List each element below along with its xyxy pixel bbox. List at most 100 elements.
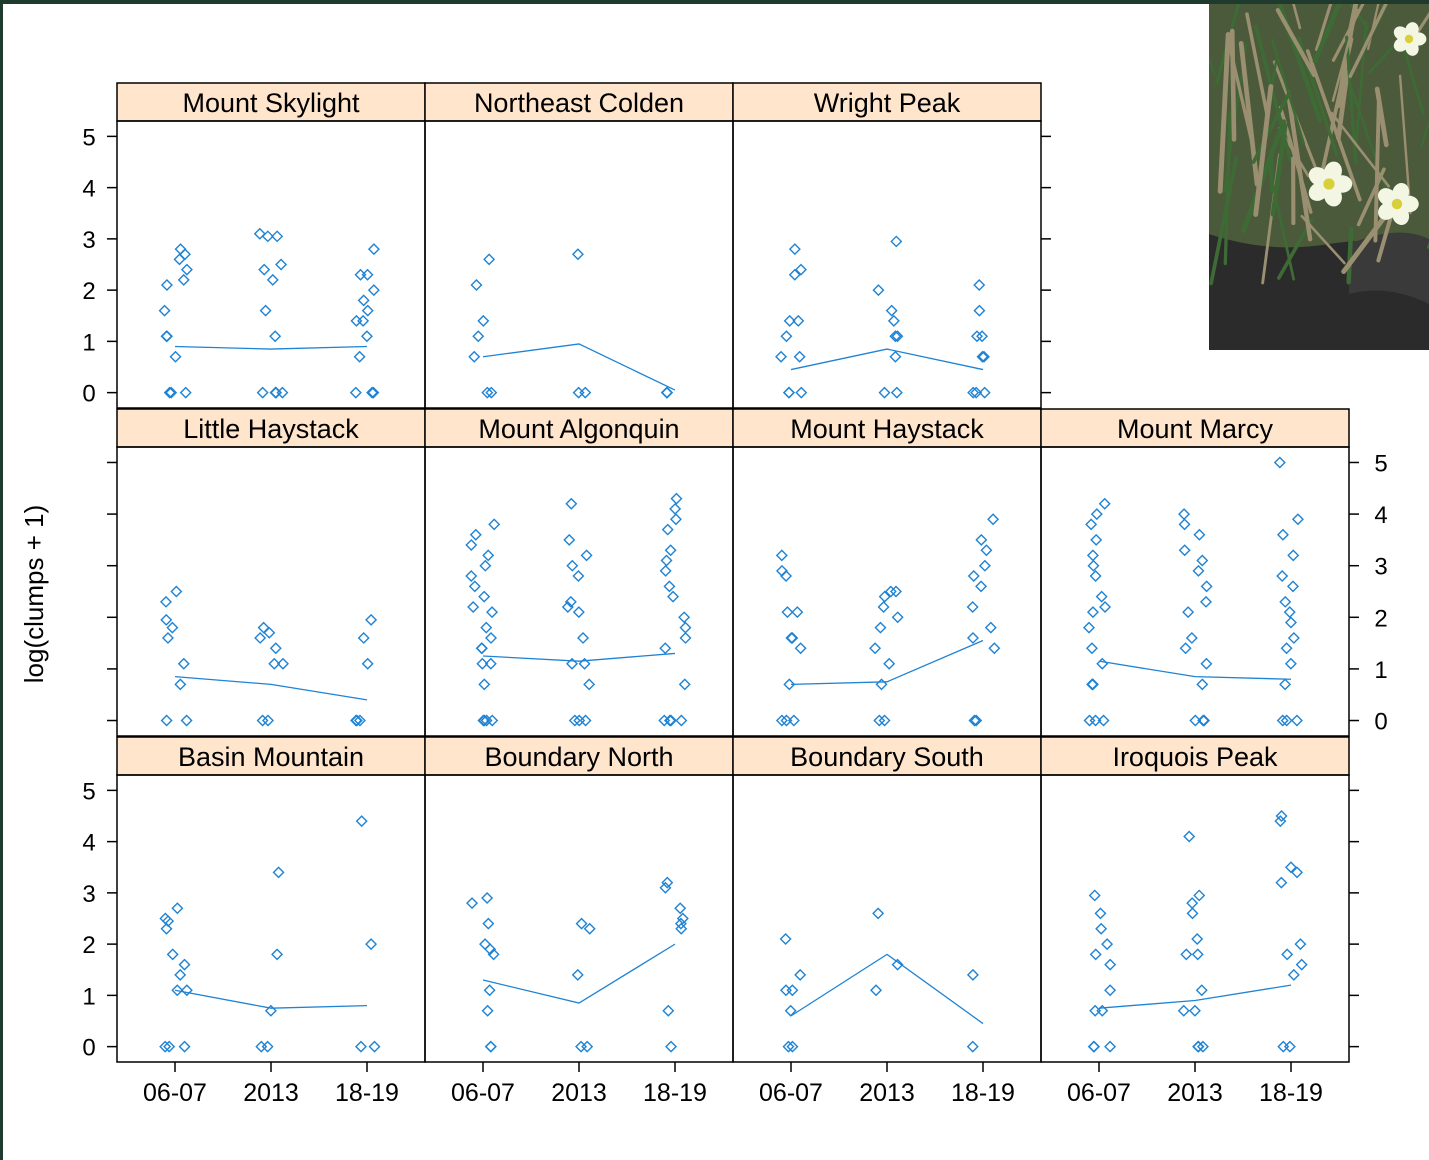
panel-frame: [116, 446, 426, 737]
data-point: [271, 948, 284, 961]
data-point: [468, 350, 481, 363]
data-point: [1276, 570, 1289, 583]
data-point: [174, 678, 187, 691]
data-point: [367, 284, 380, 297]
data-point: [872, 284, 885, 297]
data-point: [1280, 642, 1293, 655]
data-point: [174, 968, 187, 981]
rock-shape: [1349, 232, 1429, 304]
trend-line: [1098, 660, 1292, 680]
data-point: [177, 657, 190, 670]
data-point: [788, 243, 801, 256]
data-point: [679, 631, 692, 644]
data-point: [1186, 897, 1199, 910]
panel-strip: [116, 82, 426, 122]
data-point: [984, 621, 997, 634]
data-point: [1274, 815, 1287, 828]
panel-strip: [116, 408, 426, 448]
data-point: [878, 386, 891, 399]
data-point: [1099, 600, 1112, 613]
data-point: [1104, 984, 1117, 997]
data-point: [485, 386, 498, 399]
data-point: [664, 714, 677, 727]
data-point: [365, 938, 378, 951]
data-point: [795, 386, 808, 399]
panel-title: Little Haystack: [183, 414, 359, 444]
data-point: [481, 1004, 494, 1017]
data-point: [171, 984, 184, 997]
grass-blade: [1253, 84, 1274, 217]
data-point: [470, 279, 483, 291]
data-point: [659, 642, 672, 655]
grass-blade: [1238, 40, 1260, 187]
data-point: [572, 386, 585, 399]
flower-petal: [1405, 22, 1419, 38]
data-point: [1291, 866, 1304, 879]
data-point: [678, 678, 691, 691]
y-tick-label: 4: [82, 176, 95, 203]
data-point: [1281, 948, 1294, 961]
data-point: [1104, 1040, 1117, 1053]
data-point: [1104, 958, 1117, 971]
grass-blade: [1209, 156, 1239, 286]
data-point: [361, 304, 374, 317]
grass-blade: [1223, 111, 1232, 266]
x-tick-label: 18-19: [1259, 1079, 1323, 1107]
data-point: [256, 386, 269, 399]
data-point: [368, 1040, 381, 1053]
data-point: [170, 585, 183, 598]
data-point: [477, 714, 490, 727]
data-point: [579, 386, 592, 399]
data-point: [483, 984, 496, 997]
data-point: [481, 386, 494, 399]
data-point: [1283, 1040, 1296, 1053]
data-point: [1095, 922, 1108, 935]
data-point: [564, 595, 577, 608]
data-point: [1195, 984, 1208, 997]
data-point: [1280, 714, 1293, 727]
data-point: [572, 606, 585, 619]
flower-petal: [1323, 185, 1342, 207]
data-point: [268, 657, 281, 670]
data-point: [970, 330, 983, 343]
panels-layer: Mount Skylight Northeast Colden Wright Pea…: [82, 82, 1388, 1107]
y-tick-label: 2: [82, 278, 95, 305]
data-point: [357, 631, 370, 644]
data-point: [580, 549, 593, 562]
y-tick-label: 4: [1374, 502, 1387, 529]
data-point: [890, 235, 903, 248]
grass-blade: [1240, 119, 1287, 234]
data-point: [786, 984, 799, 997]
panel-frame: [732, 446, 1042, 737]
data-point: [1196, 554, 1209, 567]
data-point: [269, 330, 282, 343]
data-point: [178, 248, 191, 261]
data-point: [1284, 657, 1297, 670]
data-point: [1182, 606, 1195, 619]
y-tick-label: 1: [82, 983, 95, 1010]
data-point: [878, 714, 891, 727]
flower-petal: [1393, 37, 1409, 52]
data-point: [165, 386, 178, 399]
data-point: [575, 1040, 588, 1053]
data-point: [486, 606, 499, 619]
panel-boundary-south: Boundary South: [732, 736, 1042, 1063]
data-point: [160, 330, 173, 343]
data-point: [261, 714, 274, 727]
data-point: [349, 386, 362, 399]
panel-frame: [116, 774, 426, 1063]
data-point: [277, 657, 289, 670]
data-point: [987, 513, 1000, 526]
grass-blade: [1403, 50, 1425, 115]
data-point: [1192, 1040, 1205, 1053]
data-point: [261, 1040, 274, 1053]
data-point: [475, 642, 488, 655]
data-point: [977, 350, 990, 363]
grass-blade: [1217, 31, 1231, 194]
data-point: [354, 268, 367, 281]
data-point: [367, 243, 380, 256]
data-point: [794, 642, 807, 655]
panel-title: Northeast Colden: [474, 88, 684, 118]
data-point: [1098, 497, 1111, 510]
